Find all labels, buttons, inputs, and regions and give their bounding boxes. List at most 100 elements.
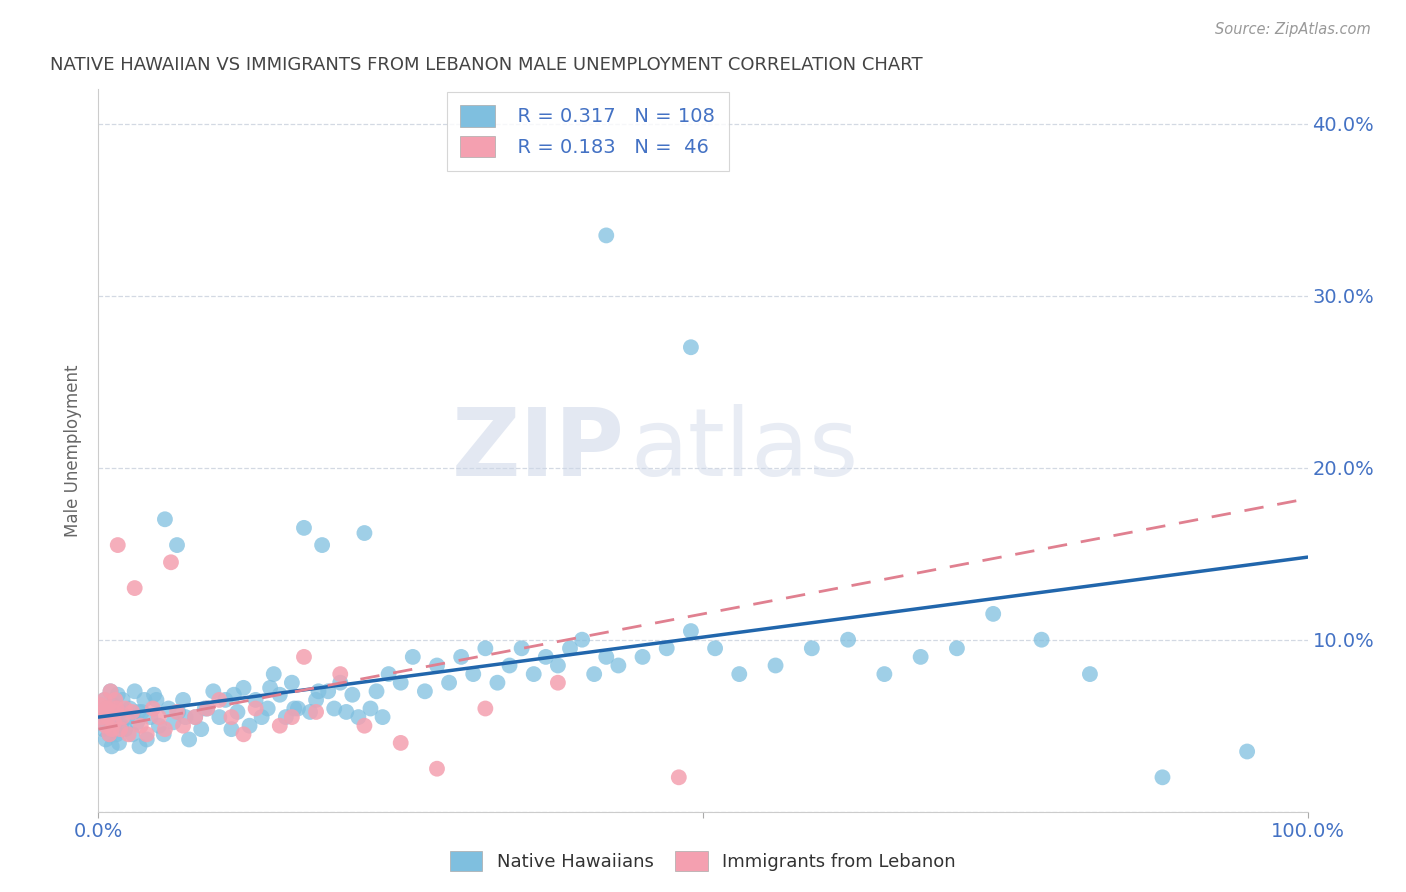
Point: [90, 705, 112, 719]
Point: [153, 512, 176, 526]
Point: [142, 701, 165, 715]
Point: [195, 701, 218, 715]
Legend:   R = 0.317   N = 108,   R = 0.183   N =  46: R = 0.317 N = 108, R = 0.183 N = 46: [447, 92, 728, 171]
Point: [148, 719, 170, 733]
Point: [305, 705, 328, 719]
Point: [107, 538, 129, 552]
Point: [571, 632, 593, 647]
Point: [329, 675, 352, 690]
Point: [111, 710, 134, 724]
Point: [329, 667, 352, 681]
Point: [96, 710, 118, 724]
Point: [342, 688, 364, 702]
Point: [679, 624, 702, 639]
Point: [104, 710, 127, 724]
Point: [91, 715, 114, 730]
Point: [547, 675, 569, 690]
Point: [107, 688, 129, 702]
Point: [117, 710, 139, 724]
Point: [194, 701, 217, 715]
Point: [595, 649, 617, 664]
Point: [114, 722, 136, 736]
Point: [152, 727, 174, 741]
Point: [232, 681, 254, 695]
Point: [167, 705, 190, 719]
Point: [256, 701, 278, 715]
Point: [221, 722, 243, 736]
Point: [360, 701, 382, 715]
Point: [100, 739, 122, 754]
Point: [631, 649, 654, 664]
Point: [547, 658, 569, 673]
Point: [353, 526, 375, 541]
Point: [162, 715, 184, 730]
Point: [873, 667, 896, 681]
Point: [1078, 667, 1101, 681]
Text: atlas: atlas: [630, 404, 859, 497]
Point: [101, 698, 124, 712]
Point: [214, 693, 236, 707]
Point: [222, 688, 245, 702]
Point: [463, 667, 485, 681]
Text: ZIP: ZIP: [451, 404, 624, 497]
Point: [131, 705, 153, 719]
Point: [128, 739, 150, 754]
Point: [389, 675, 412, 690]
Point: [366, 684, 388, 698]
Point: [98, 727, 121, 741]
Point: [160, 555, 183, 569]
Point: [127, 705, 149, 719]
Point: [221, 710, 243, 724]
Point: [281, 710, 304, 724]
Point: [523, 667, 546, 681]
Point: [121, 727, 143, 741]
Point: [166, 705, 188, 719]
Point: [100, 684, 122, 698]
Point: [91, 710, 114, 724]
Point: [93, 693, 115, 707]
Point: [413, 684, 436, 698]
Point: [145, 693, 167, 707]
Point: [111, 693, 134, 707]
Point: [108, 722, 131, 736]
Point: [259, 681, 281, 695]
Point: [174, 710, 197, 724]
Point: [100, 684, 122, 698]
Point: [704, 641, 727, 656]
Point: [127, 715, 149, 730]
Point: [607, 658, 630, 673]
Point: [426, 762, 449, 776]
Point: [97, 701, 120, 715]
Point: [292, 521, 315, 535]
Point: [114, 701, 136, 715]
Point: [450, 649, 472, 664]
Point: [190, 722, 212, 736]
Point: [93, 693, 115, 707]
Point: [837, 632, 859, 647]
Point: [800, 641, 823, 656]
Point: [292, 649, 315, 664]
Point: [103, 715, 125, 730]
Point: [353, 719, 375, 733]
Point: [305, 693, 328, 707]
Point: [308, 684, 330, 698]
Point: [143, 688, 166, 702]
Point: [245, 701, 267, 715]
Point: [195, 701, 218, 715]
Point: [389, 736, 412, 750]
Point: [157, 701, 180, 715]
Point: [94, 732, 117, 747]
Point: [135, 732, 157, 747]
Point: [486, 675, 509, 690]
Point: [148, 710, 170, 724]
Point: [283, 701, 305, 715]
Point: [402, 649, 425, 664]
Point: [910, 649, 932, 664]
Point: [534, 649, 557, 664]
Point: [105, 701, 128, 715]
Point: [100, 722, 122, 736]
Point: [498, 658, 520, 673]
Point: [371, 710, 394, 724]
Point: [250, 710, 273, 724]
Point: [166, 538, 188, 552]
